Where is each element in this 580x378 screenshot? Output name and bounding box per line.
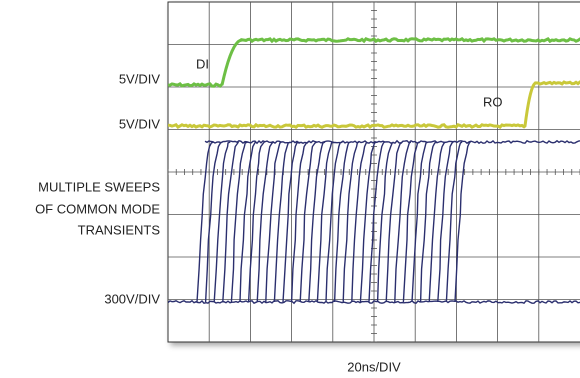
ro-scale-label: 5V/DIV: [119, 116, 161, 131]
cm-note-line: MULTIPLE SWEEPS: [38, 179, 160, 194]
cm-scale-label: 300V/DIV: [104, 291, 160, 306]
ro-trace-label: RO: [483, 94, 503, 109]
cm-note-line: TRANSIENTS: [78, 222, 161, 237]
scope-figure: 5V/DIV 5V/DIV MULTIPLE SWEEPS OF COMMON …: [0, 0, 580, 378]
cm-note-line: OF COMMON MODE: [35, 201, 160, 216]
di-trace-label: DI: [196, 56, 209, 71]
di-scale-label: 5V/DIV: [119, 71, 161, 86]
time-scale-label: 20ns/DIV: [347, 359, 401, 374]
